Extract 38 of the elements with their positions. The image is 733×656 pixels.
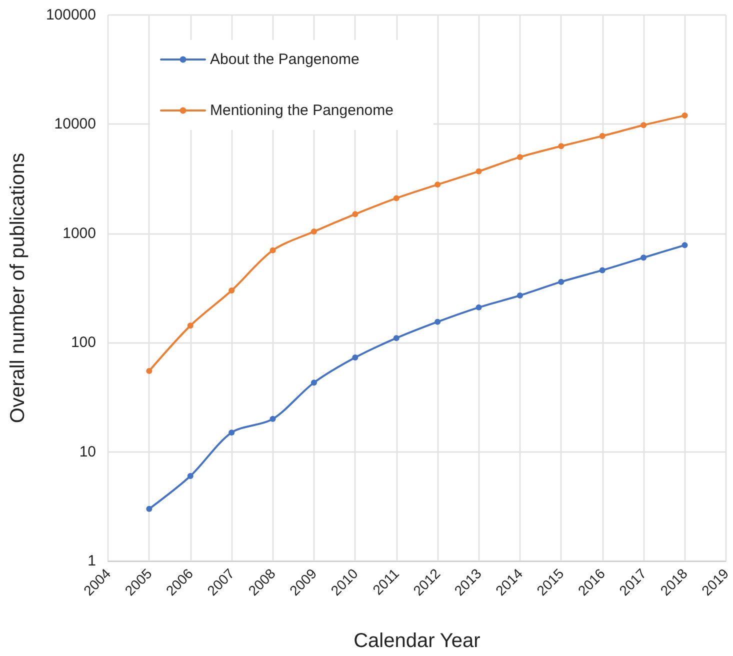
point bbox=[270, 247, 276, 254]
point bbox=[310, 228, 317, 235]
point bbox=[393, 195, 400, 202]
y-tick-label: 1 bbox=[88, 552, 96, 570]
legend-label: Mentioning the Pangenome bbox=[210, 102, 394, 119]
point bbox=[682, 112, 688, 119]
point bbox=[516, 292, 523, 298]
point bbox=[187, 322, 194, 329]
point bbox=[352, 211, 358, 218]
x-axis-title: Calendar Year bbox=[354, 630, 481, 652]
point bbox=[640, 122, 647, 128]
point bbox=[146, 506, 152, 512]
point bbox=[640, 254, 647, 261]
point bbox=[682, 242, 688, 248]
point bbox=[393, 335, 400, 342]
point bbox=[599, 132, 606, 139]
y-tick-label: 100000 bbox=[46, 6, 96, 24]
y-tick-label: 100 bbox=[70, 334, 96, 352]
legend-label: About the Pangenome bbox=[210, 51, 360, 68]
point bbox=[599, 267, 606, 274]
point bbox=[352, 354, 358, 361]
y-axis-title: Overall number of publications bbox=[7, 152, 29, 424]
point bbox=[146, 368, 152, 374]
point bbox=[310, 380, 317, 386]
point bbox=[228, 430, 235, 436]
point bbox=[434, 182, 441, 188]
point bbox=[270, 416, 276, 422]
point bbox=[558, 278, 564, 285]
point bbox=[434, 318, 441, 325]
y-tick-label: 10 bbox=[79, 443, 96, 460]
point bbox=[228, 288, 235, 294]
point bbox=[187, 473, 194, 480]
point bbox=[558, 143, 564, 150]
point bbox=[476, 168, 482, 174]
y-tick-label: 10000 bbox=[54, 116, 96, 133]
point bbox=[516, 154, 523, 160]
point bbox=[476, 304, 482, 310]
y-tick-label: 1000 bbox=[62, 224, 96, 242]
